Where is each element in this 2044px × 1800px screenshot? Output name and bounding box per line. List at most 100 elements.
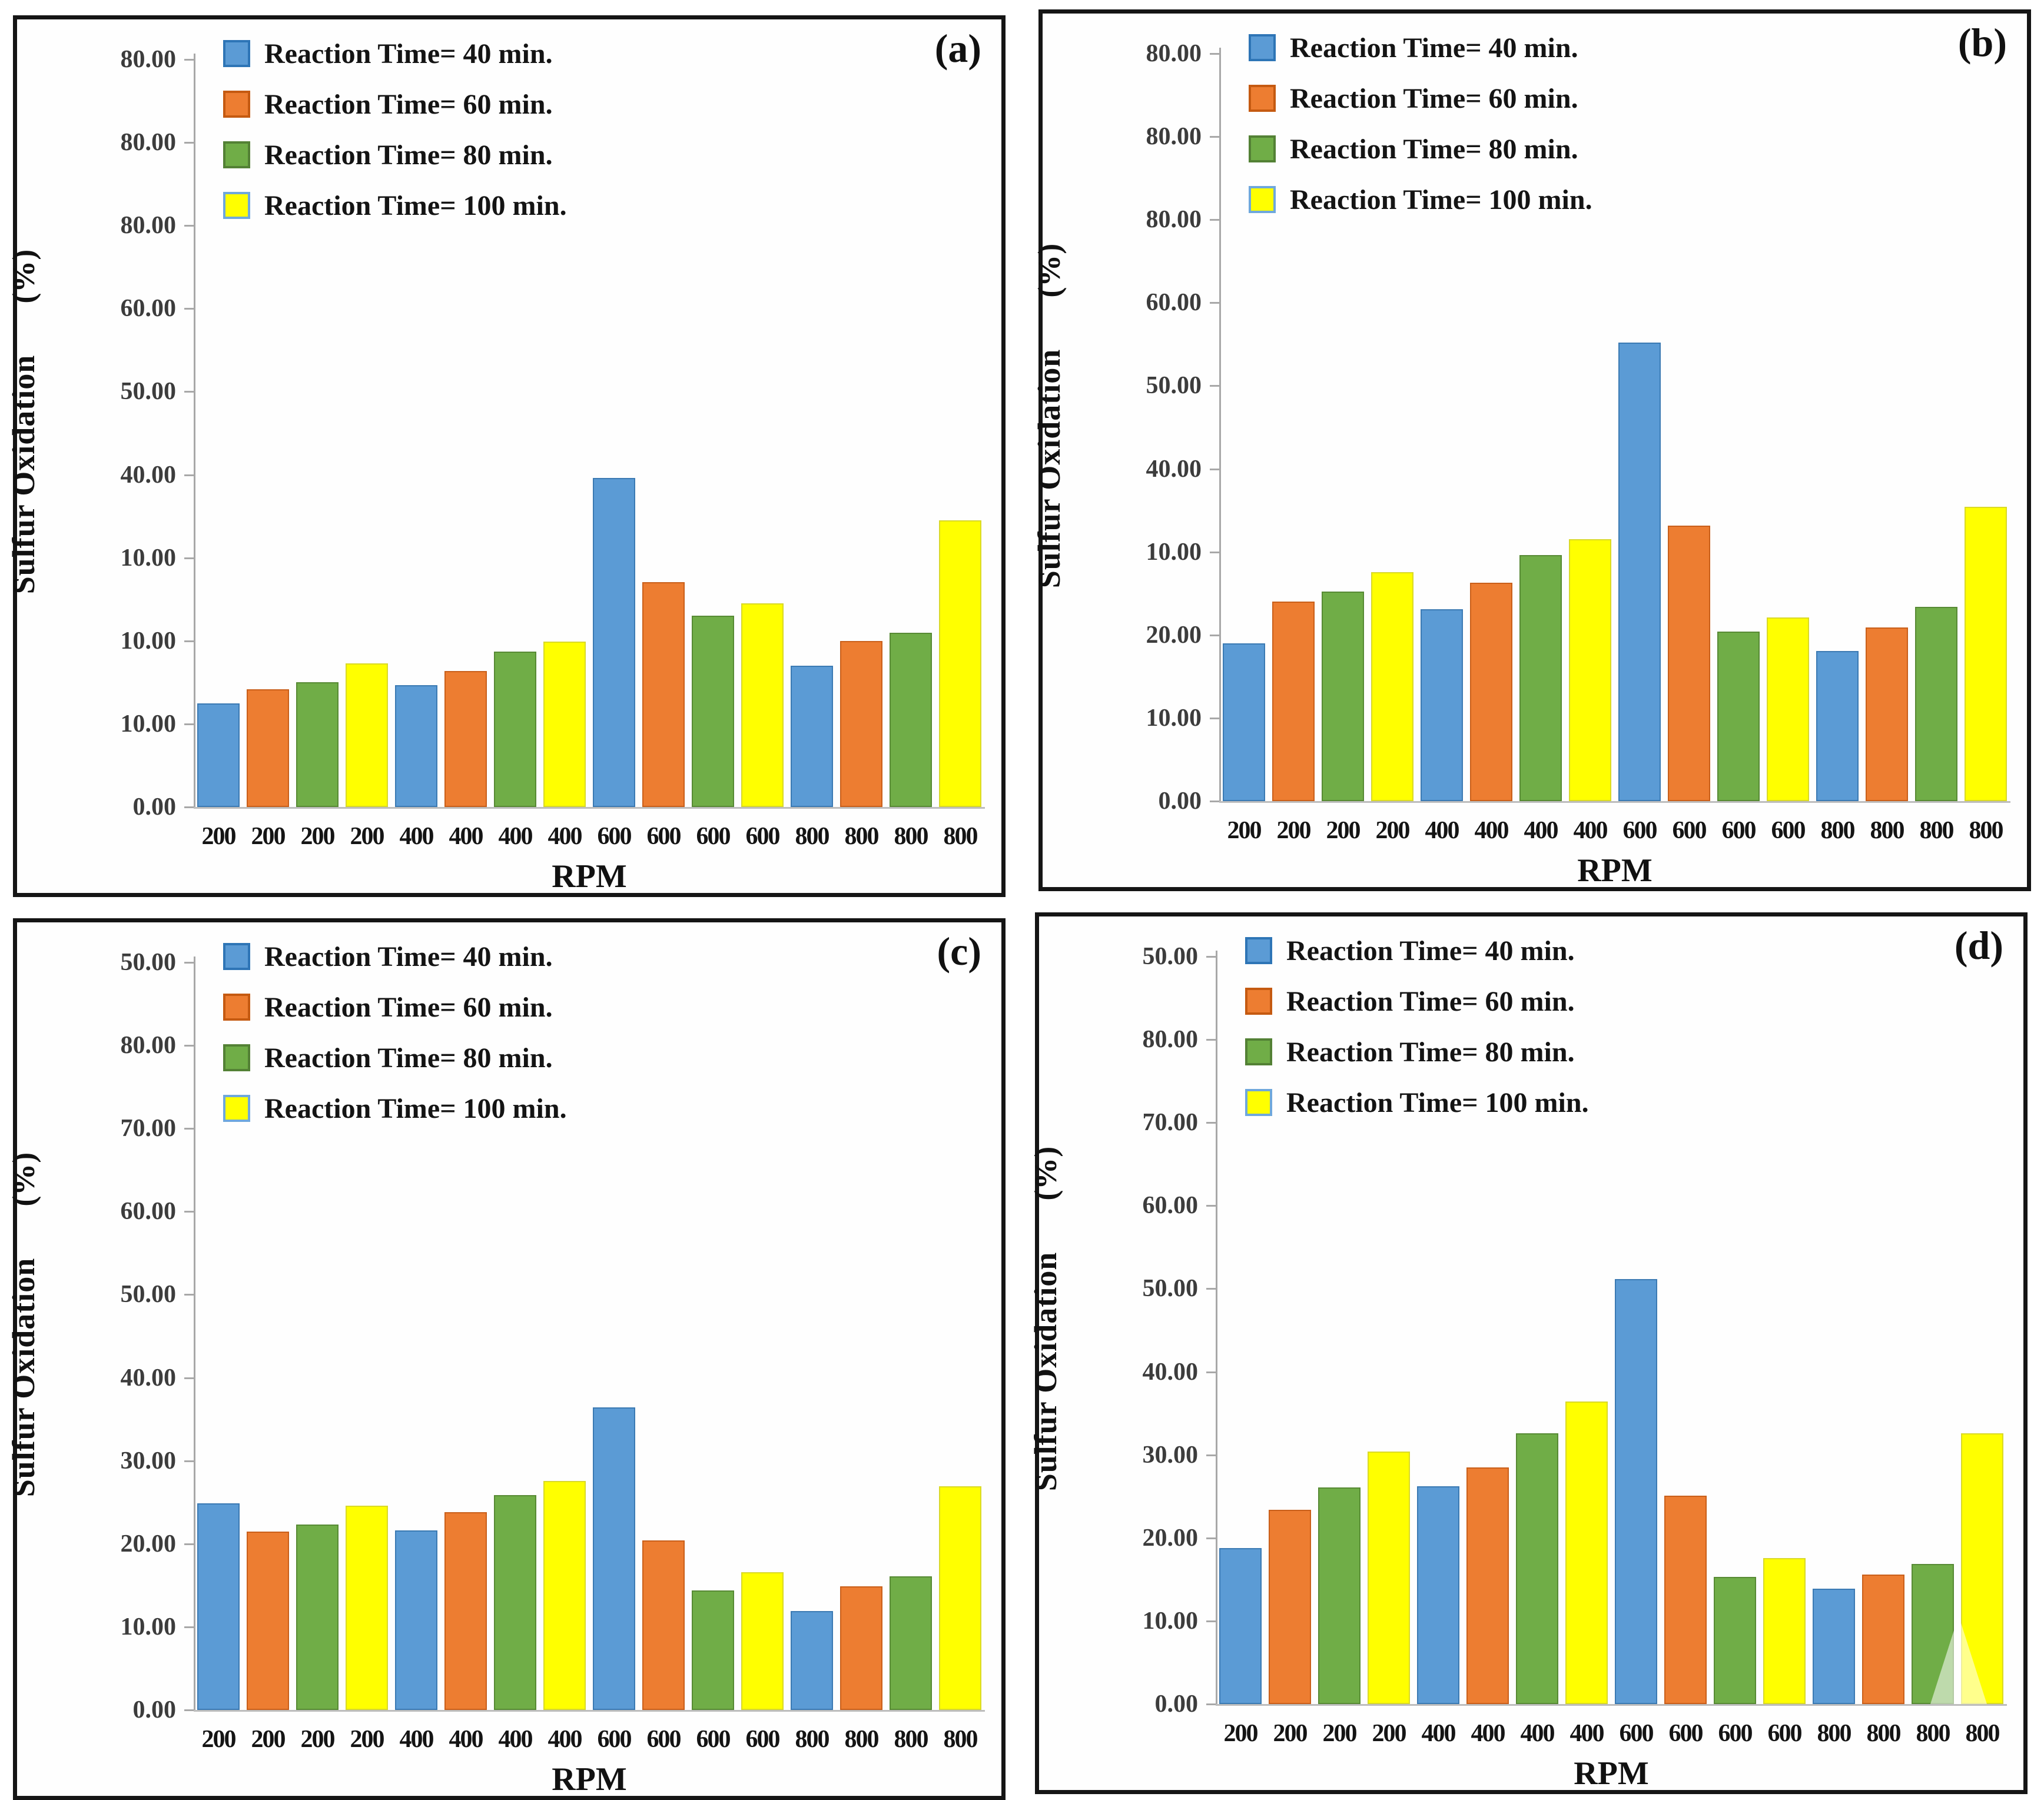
legend-item-label: Reaction Time= 100 min. [264, 1092, 567, 1124]
y-tick-mark [184, 1709, 194, 1711]
bar-400rpm [1519, 555, 1562, 801]
y-axis-title: Sulfur Oxidation (%) [1031, 243, 1067, 588]
y-tick-mark [1210, 634, 1219, 636]
y-tick-mark [184, 640, 194, 642]
x-tick-label: 200 [300, 1726, 336, 1753]
y-tick-mark [1206, 1703, 1216, 1705]
bar-800rpm [1813, 1589, 1855, 1704]
x-tick-label: 600 [597, 823, 632, 850]
legend-item-label: Reaction Time= 100 min. [1290, 184, 1592, 215]
legend-swatch-icon [1245, 1089, 1272, 1116]
y-tick-mark [184, 1294, 194, 1296]
bar-800rpm [1866, 627, 1908, 801]
bar-800rpm [1816, 651, 1859, 801]
legend-item-label: Reaction Time= 40 min. [1286, 935, 1575, 967]
y-tick-mark [1206, 1454, 1216, 1456]
legend-swatch-icon [1249, 135, 1276, 162]
y-axis-title: Sulfur Oxidation (%) [6, 1151, 41, 1497]
bar-600rpm [1717, 632, 1760, 801]
y-tick-label: 80.00 [1146, 40, 1202, 67]
bar-800rpm [1862, 1575, 1904, 1704]
x-tick-label: 200 [300, 823, 336, 850]
legend-item: Reaction Time= 80 min. [1249, 130, 1592, 168]
x-tick-label: 800 [1965, 1720, 2000, 1747]
y-tick-mark [184, 1626, 194, 1628]
x-tick-label: 800 [1870, 817, 1905, 844]
x-tick-label: 600 [646, 1726, 682, 1753]
y-tick-mark [184, 1128, 194, 1130]
y-tick-mark [1206, 1620, 1216, 1622]
x-tick-label: 600 [1767, 1720, 1803, 1747]
x-tick-label: 200 [201, 1726, 237, 1753]
x-tick-label: 800 [943, 823, 978, 850]
legend-swatch-icon [1245, 1038, 1272, 1065]
x-tick-label: 800 [1817, 1720, 1852, 1747]
x-tick-label: 400 [1421, 1720, 1456, 1747]
x-axis-title: RPM [1574, 1755, 1649, 1792]
x-tick-label: 600 [1672, 817, 1707, 844]
bar-400rpm [494, 652, 536, 807]
legend-item: Reaction Time= 60 min. [223, 85, 567, 123]
y-tick-mark [1210, 468, 1219, 470]
bar-200rpm [247, 689, 289, 807]
y-tick-label: 40.00 [120, 1364, 177, 1391]
legend-swatch-icon [1249, 85, 1276, 112]
x-tick-label: 800 [943, 1726, 978, 1753]
legend-item-label: Reaction Time= 80 min. [1290, 133, 1578, 165]
legend-swatch-icon [223, 91, 250, 118]
bar-800rpm [840, 1586, 882, 1710]
x-tick-label: 600 [745, 823, 781, 850]
bar-400rpm [543, 642, 586, 807]
y-tick-label: 0.00 [1158, 788, 1202, 815]
y-tick-mark [184, 225, 194, 227]
y-tick-label: 10.00 [120, 544, 177, 572]
x-axis-title: RPM [552, 858, 627, 895]
y-tick-label: 20.00 [1146, 621, 1202, 649]
y-tick-mark [184, 308, 194, 310]
y-tick-mark [184, 1377, 194, 1379]
y-tick-label: 50.00 [1146, 372, 1202, 400]
bar-800rpm [890, 1576, 932, 1710]
x-axis-title: RPM [1577, 852, 1653, 889]
bar-600rpm [741, 1572, 784, 1710]
legend-swatch-icon [223, 141, 250, 168]
legend-item-label: Reaction Time= 40 min. [264, 38, 553, 69]
y-tick-mark [1210, 385, 1219, 387]
bar-400rpm [1565, 1402, 1608, 1704]
x-tick-label: 600 [745, 1726, 781, 1753]
y-tick-label: 70.00 [120, 1115, 177, 1143]
bar-800rpm [939, 520, 981, 807]
watermark-triangle-artifact [1930, 1616, 1987, 1704]
x-tick-label: 400 [498, 1726, 533, 1753]
x-tick-label: 400 [498, 823, 533, 850]
legend-item-label: Reaction Time= 60 min. [264, 991, 553, 1023]
x-tick-label: 200 [201, 823, 237, 850]
x-tick-label: 400 [449, 1726, 484, 1753]
bar-600rpm [692, 616, 734, 807]
legend-item: Reaction Time= 40 min. [1249, 29, 1592, 67]
y-tick-mark [1210, 53, 1219, 55]
bar-200rpm [1219, 1548, 1262, 1704]
y-tick-mark [184, 142, 194, 144]
legend-item: Reaction Time= 100 min. [1249, 181, 1592, 218]
x-tick-label: 800 [844, 1726, 880, 1753]
x-tick-label: 600 [1771, 817, 1806, 844]
x-tick-label: 800 [1866, 1720, 1902, 1747]
panel-letter: (b) [1957, 20, 2007, 65]
x-tick-label: 200 [350, 1726, 385, 1753]
x-tick-label: 400 [399, 823, 434, 850]
bar-800rpm [1915, 607, 1957, 801]
y-tick-label: 20.00 [1142, 1524, 1199, 1552]
legend-swatch-icon [1249, 186, 1276, 213]
bar-400rpm [444, 671, 487, 807]
x-tick-label: 400 [1524, 817, 1559, 844]
y-tick-label: 10.00 [120, 627, 177, 655]
bar-400rpm [1466, 1467, 1509, 1704]
y-tick-mark [1210, 219, 1219, 221]
x-tick-label: 800 [1919, 817, 1955, 844]
y-tick-mark [184, 962, 194, 964]
y-tick-mark [1206, 1205, 1216, 1207]
bar-800rpm [939, 1486, 981, 1710]
legend-swatch-icon [1245, 988, 1272, 1015]
x-tick-label: 600 [597, 1726, 632, 1753]
